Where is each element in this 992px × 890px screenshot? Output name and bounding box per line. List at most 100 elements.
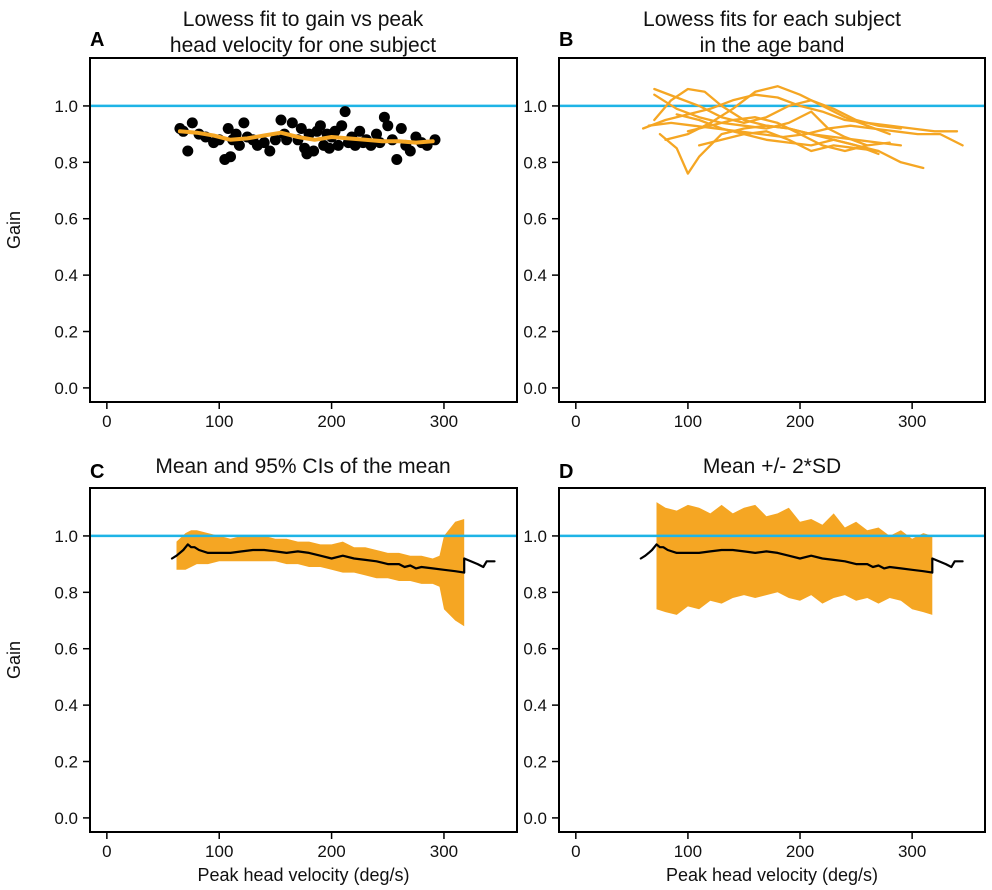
chart-b-x-tick-label: 300 [898, 412, 926, 431]
chart-a-point [339, 106, 351, 118]
chart-b-y-tick-label: 0.4 [523, 266, 547, 285]
chart-d-y-tick-label: 1.0 [523, 527, 547, 546]
chart-d-panel-letter: D [559, 461, 573, 483]
chart-a-y-tick-label: 0.8 [54, 153, 78, 172]
chart-a-x-tick-label: 200 [317, 412, 345, 431]
chart-d-y-tick-label: 0.8 [523, 583, 547, 602]
chart-b-frame [558, 57, 986, 403]
chart-c-x-tick-label: 300 [430, 842, 458, 861]
chart-a-panel-letter: A [90, 29, 104, 51]
chart-d-plot-area [559, 502, 985, 615]
chart-c-series-mean [170, 543, 496, 574]
chart-a-y-tick-label: 0.4 [54, 266, 78, 285]
chart-c-x-tick-label: 0 [102, 842, 111, 861]
chart-a-point [281, 134, 293, 146]
chart-a-ylabel: Gain [4, 211, 24, 249]
chart-b-series-s1 [641, 93, 959, 133]
chart-a-title-line: head velocity for one subject [170, 34, 436, 57]
chart-a-series-lowess-fit [177, 129, 435, 145]
chart-a-point [308, 145, 320, 157]
chart-b: Lowess fits for each subject in the age b… [523, 8, 986, 431]
chart-a-y-tick-label: 1.0 [54, 97, 78, 116]
chart-a-point [275, 114, 287, 126]
chart-a-point [225, 151, 236, 163]
chart-c-panel-letter: C [90, 461, 104, 483]
chart-b-title-line: in the age band [700, 34, 845, 57]
chart-d-x-tick-label: 0 [571, 842, 580, 861]
chart-d-y-tick-label: 0.0 [523, 809, 547, 828]
chart-a-point [382, 120, 394, 132]
chart-c-y-tick-label: 0.0 [54, 809, 78, 828]
chart-a-point [230, 128, 242, 140]
chart-b-series-s10 [697, 130, 880, 153]
chart-d-x-tick-label: 300 [898, 842, 926, 861]
chart-c-plot-area [90, 519, 517, 627]
chart-a-point [391, 154, 403, 165]
chart-a-plot-area [90, 104, 517, 165]
chart-a-y-tick-label: 0.6 [54, 210, 78, 229]
chart-c-frame [89, 487, 518, 833]
chart-a-x-tick-label: 300 [430, 412, 458, 431]
chart-d-xlabel: Peak head velocity (deg/s) [666, 865, 878, 885]
chart-c-title-line: Mean and 95% CIs of the mean [155, 455, 450, 478]
chart-c-y-tick-label: 0.6 [54, 640, 78, 659]
chart-b-series-s7 [675, 113, 880, 156]
chart-d: Mean +/- 2*SD D 0.0 0.2 0.4 0.6 0.8 1.0 0 100 200 3… [523, 455, 986, 885]
chart-b-series-s9 [653, 93, 869, 147]
chart-c-xlabel: Peak head velocity (deg/s) [197, 865, 409, 885]
chart-a-y-tick-label: 0.0 [54, 379, 78, 398]
chart-d-series-mean [639, 543, 964, 574]
chart-a-point [378, 111, 390, 123]
chart-a-point [323, 142, 335, 154]
chart-d-x-tick-label: 100 [674, 842, 702, 861]
chart-a-point [222, 123, 234, 134]
chart-c-y-tick-label: 0.4 [54, 696, 78, 715]
chart-a-point [332, 139, 344, 151]
chart-a-point [186, 117, 198, 129]
chart-b-y-tick-label: 0.8 [523, 153, 547, 172]
chart-a-point [354, 125, 366, 137]
chart-c-x-tick-label: 100 [205, 842, 233, 861]
chart-b-title-line: Lowess fits for each subject [643, 8, 901, 31]
chart-b-series-s6 [664, 85, 891, 141]
chart-a-point [365, 139, 377, 151]
chart-a-point [258, 137, 270, 149]
chart-a: Lowess fit to gain vs peak head velocity … [4, 8, 518, 431]
chart-d-y-tick-label: 0.6 [523, 640, 547, 659]
chart-a-title-line: Lowess fit to gain vs peak [183, 8, 424, 31]
chart-b-y-tick-label: 0.0 [523, 379, 547, 398]
chart-a-point [371, 128, 382, 140]
chart-d-y-tick-label: 0.2 [523, 753, 547, 772]
chart-a-point [264, 145, 276, 157]
chart-b-series-s4 [653, 87, 903, 130]
chart-a-point [336, 120, 348, 132]
chart-c-y-tick-label: 0.8 [54, 583, 78, 602]
chart-b-x-tick-label: 200 [786, 412, 814, 431]
chart-b-y-tick-label: 0.2 [523, 323, 547, 342]
chart-d-band [656, 502, 933, 615]
chart-a-point [269, 134, 281, 146]
chart-d-frame [558, 487, 986, 833]
chart-b-x-tick-label: 0 [571, 412, 580, 431]
chart-c-ylabel: Gain [4, 641, 24, 679]
chart-c-y-tick-label: 0.2 [54, 753, 78, 772]
chart-d-y-tick-label: 0.4 [523, 696, 547, 715]
chart-c: Mean and 95% CIs of the mean C 0.0 0.2 0.4 0.… [4, 455, 518, 885]
chart-a-y-tick-label: 0.2 [54, 323, 78, 342]
chart-a-point [314, 120, 326, 132]
chart-a-x-tick-label: 100 [205, 412, 233, 431]
chart-a-point [295, 123, 307, 134]
chart-b-series-s5 [647, 121, 964, 147]
chart-c-y-tick-label: 1.0 [54, 527, 78, 546]
chart-b-x-tick-label: 100 [674, 412, 702, 431]
chart-a-frame [89, 57, 518, 403]
chart-b-panel-letter: B [559, 29, 573, 51]
chart-c-band [176, 519, 465, 627]
chart-b-y-tick-label: 1.0 [523, 97, 547, 116]
chart-a-point [404, 145, 416, 157]
chart-c-x-tick-label: 200 [317, 842, 345, 861]
chart-a-point [182, 145, 194, 157]
chart-b-y-tick-label: 0.6 [523, 210, 547, 229]
chart-a-point [286, 117, 298, 129]
